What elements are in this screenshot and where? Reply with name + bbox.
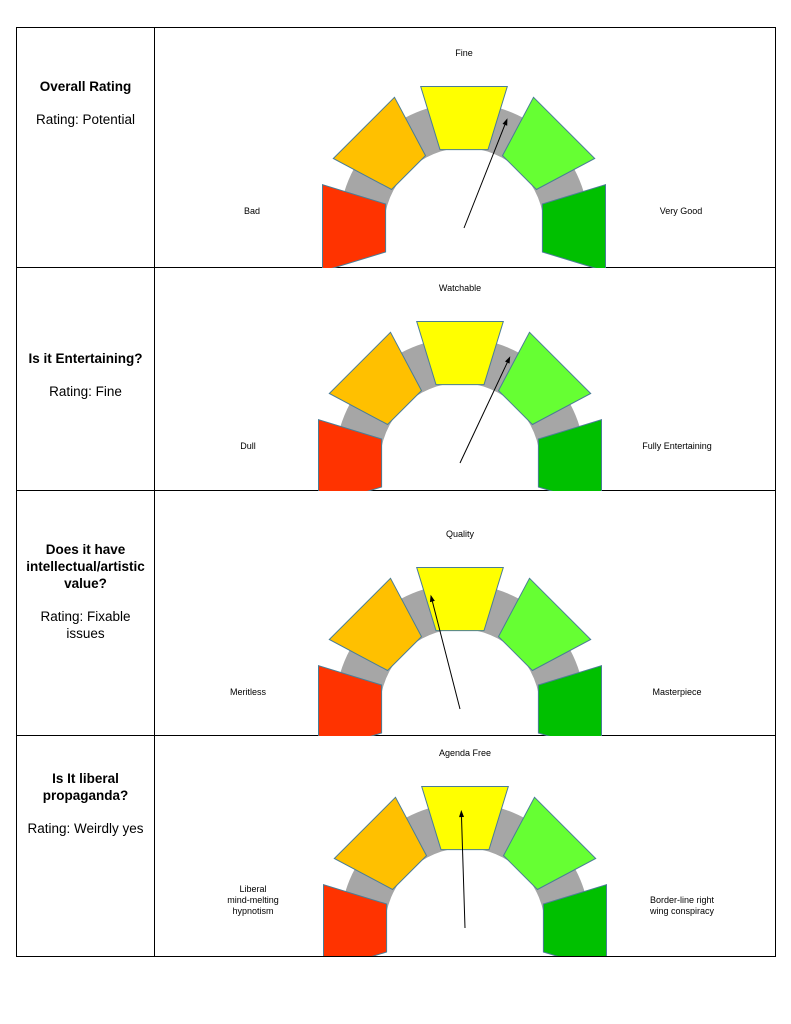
rating-text: Rating: Fine: [49, 384, 122, 399]
rating-row: Is It liberal propaganda? Rating: Weirdl…: [17, 736, 775, 956]
rating-row: Does it have intellectual/artistic value…: [17, 491, 775, 736]
gauge-right-label: Fully Entertaining: [642, 441, 712, 451]
gauge-segment-good: [497, 577, 592, 672]
gauge-segment-best: [542, 884, 607, 956]
rating-text: Rating: Fixable issues: [40, 609, 131, 641]
question-cell: Is It liberal propaganda? Rating: Weirdl…: [17, 736, 155, 956]
question-cell: Is it Entertaining? Rating: Fine: [17, 268, 155, 490]
gauge-left-label: Dull: [240, 441, 256, 451]
gauge-needle-arrowhead: [429, 594, 435, 603]
gauge-chart: Bad Fine Very Good: [244, 48, 703, 268]
rating-row: Overall Rating Rating: Potential Bad Fine…: [17, 28, 775, 268]
gauge-needle-arrowhead: [502, 118, 508, 126]
gauge-needle-arrowhead: [459, 810, 465, 818]
gauge-segment-bad: [318, 419, 383, 491]
gauge-needle: [463, 124, 506, 229]
rating-table: Overall Rating Rating: Potential Bad Fine…: [16, 27, 776, 957]
gauge-chart: Liberal mind-melting hypnotism Agenda Free B…: [227, 748, 715, 956]
rating-text: Rating: Weirdly yes: [27, 821, 144, 836]
gauge-left-label: Liberal mind-melting hypnotism: [227, 884, 279, 916]
question-title: Is It liberal propaganda?: [42, 771, 129, 803]
gauge-segment-good: [501, 96, 596, 191]
gauge-cell: Liberal mind-melting hypnotism Agenda Free B…: [155, 736, 775, 956]
gauge-right-label: Masterpiece: [652, 687, 701, 697]
gauge-segment-best: [537, 419, 602, 491]
gauge-left-label: Meritless: [230, 687, 267, 697]
gauge-needle: [431, 601, 461, 710]
question-title: Overall Rating: [39, 79, 132, 94]
gauge-cell: Dull Watchable Fully Entertaining: [155, 268, 775, 491]
gauge-segment-mid: [416, 321, 504, 386]
gauge-segment-poor: [333, 796, 428, 891]
gauge-segment-good: [502, 796, 597, 891]
gauge-top-label: Fine: [455, 48, 473, 58]
gauge-needle-arrowhead: [504, 356, 511, 364]
gauge-segment-mid: [420, 86, 508, 151]
gauge-segment-bad: [323, 884, 388, 956]
gauge-right-label: Border-line right wing conspiracy: [649, 895, 715, 916]
rating-text: Rating: Potential: [35, 112, 136, 127]
gauge-segment-bad: [322, 184, 387, 268]
gauge-right-label: Very Good: [660, 206, 703, 216]
question-cell: Does it have intellectual/artistic value…: [17, 491, 155, 735]
gauge-segment-poor: [328, 577, 423, 672]
gauge-left-label: Bad: [244, 206, 260, 216]
question-title: Does it have intellectual/artistic value…: [26, 542, 145, 591]
gauge-segment-bad: [318, 665, 383, 736]
gauge-segment-mid: [416, 567, 504, 632]
gauge-top-label: Quality: [446, 529, 475, 539]
gauge-cell: Meritless Quality Masterpiece: [155, 491, 775, 736]
gauge-needle: [459, 362, 508, 464]
gauge-segment-best: [537, 665, 602, 736]
gauge-segment-poor: [328, 331, 423, 426]
question-title: Is it Entertaining?: [28, 351, 143, 366]
gauge-top-label: Agenda Free: [439, 748, 491, 758]
gauge-chart: Meritless Quality Masterpiece: [230, 529, 702, 736]
gauge-cell: Bad Fine Very Good: [155, 28, 775, 268]
gauge-top-label: Watchable: [439, 283, 481, 293]
gauge-segment-best: [541, 184, 606, 268]
gauge-segment-good: [497, 331, 592, 426]
gauge-segment-mid: [421, 786, 509, 851]
question-cell: Overall Rating Rating: Potential: [17, 28, 155, 267]
gauge-chart: Dull Watchable Fully Entertaining: [240, 283, 712, 491]
rating-row: Is it Entertaining? Rating: Fine Dull Wat…: [17, 268, 775, 491]
gauge-needle: [461, 817, 466, 929]
gauge-segment-poor: [332, 96, 427, 191]
